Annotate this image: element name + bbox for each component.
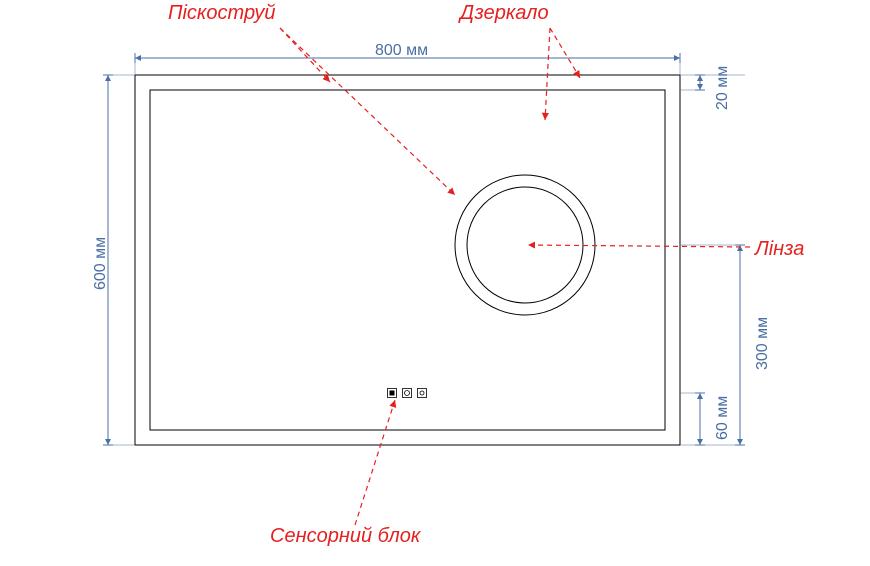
label-mirror: Дзеркало xyxy=(460,2,549,25)
annotation-leader xyxy=(528,245,750,247)
sensor-button xyxy=(403,389,412,398)
mirror-outer-rect xyxy=(135,75,680,445)
dim-gap-label: 20 мм xyxy=(714,66,732,110)
dim-height-label: 600 мм xyxy=(92,237,110,290)
annotation-leader xyxy=(280,28,330,82)
mirror-inner-rect xyxy=(150,90,665,430)
dim-width-label: 800 мм xyxy=(375,42,428,60)
sensor-button xyxy=(418,389,427,398)
annotation-leader xyxy=(545,28,550,120)
annotation-leader xyxy=(280,28,455,195)
technical-diagram xyxy=(0,0,870,566)
label-sandblast: Піскоструй xyxy=(168,2,276,25)
label-lens: Лінза xyxy=(755,238,804,261)
label-sensor: Сенсорний блок xyxy=(270,525,420,548)
dim-lens-label: 300 мм xyxy=(754,317,772,370)
lens-outer-circle xyxy=(455,175,595,315)
annotation-leader xyxy=(355,400,395,525)
annotation-leader xyxy=(550,28,580,78)
dim-sensor-label: 60 мм xyxy=(714,396,732,440)
